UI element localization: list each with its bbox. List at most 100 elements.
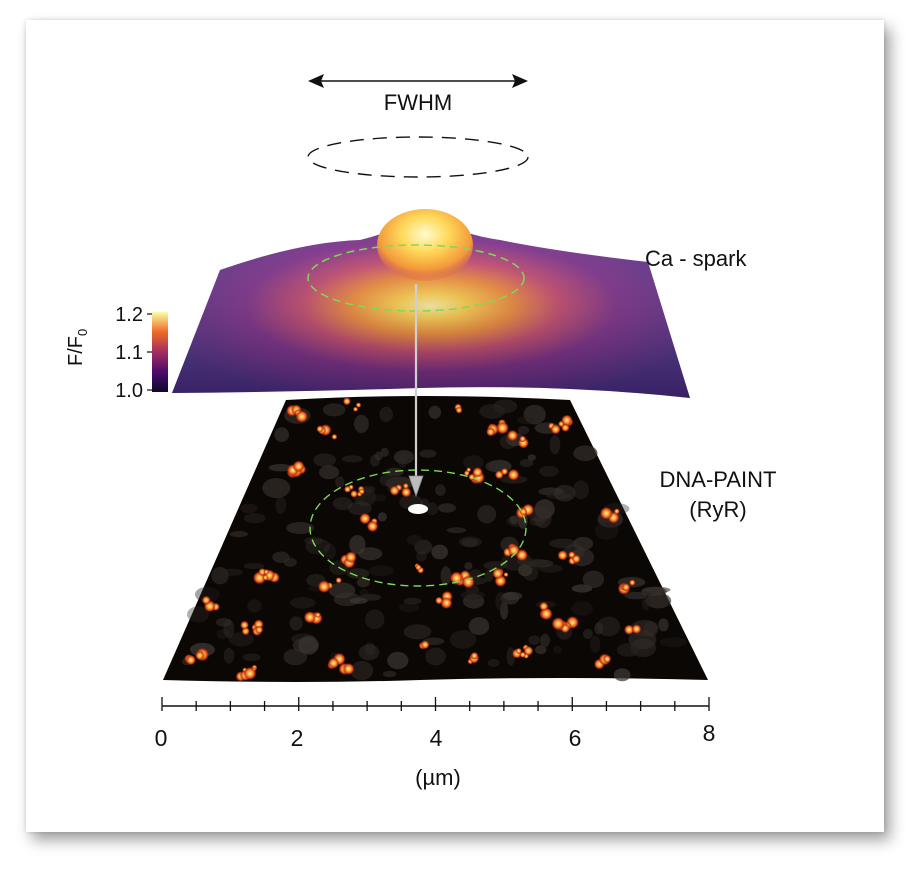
paint-texture-bump bbox=[573, 445, 598, 462]
paint-texture-bump bbox=[517, 425, 530, 435]
paint-texture-bump bbox=[597, 616, 621, 637]
paint-texture-bump bbox=[275, 496, 287, 514]
ryr-cluster-spot bbox=[503, 572, 509, 578]
paint-texture-bump bbox=[332, 497, 353, 511]
paint-texture-bump bbox=[590, 635, 601, 653]
paint-texture-bump bbox=[431, 544, 449, 560]
paint-texture-bump bbox=[229, 531, 248, 538]
paint-texture-bump bbox=[242, 653, 261, 662]
paint-texture-bump bbox=[449, 630, 477, 649]
paint-texture-bump bbox=[523, 404, 546, 425]
ryr-cluster-spot bbox=[631, 624, 642, 634]
ca-spark-surface bbox=[172, 209, 690, 398]
projection-arrow bbox=[408, 284, 424, 498]
ryr-cluster-spot bbox=[435, 596, 443, 605]
paint-texture-bump bbox=[323, 543, 336, 560]
paint-texture-bump bbox=[484, 570, 494, 582]
ryr-cluster-spot bbox=[492, 567, 504, 580]
colorbar: 1.2 1.1 1.0 F/F0 bbox=[65, 304, 168, 402]
paint-texture-bump bbox=[624, 591, 648, 600]
ryr-cluster-spot bbox=[243, 666, 257, 681]
ryr-cluster-spot bbox=[602, 654, 612, 664]
ryr-cluster-spot bbox=[352, 406, 359, 412]
paint-texture-bump bbox=[364, 642, 376, 656]
ryr-cluster-spot bbox=[358, 488, 365, 495]
x-tick-4: 4 bbox=[430, 725, 443, 751]
paint-texture-bump bbox=[527, 559, 554, 568]
paint-texture-bump bbox=[487, 659, 500, 667]
paint-texture-bump bbox=[195, 586, 220, 603]
ryr-cluster-spot bbox=[519, 507, 528, 516]
ryr-cluster-spot bbox=[342, 397, 351, 406]
paint-texture-bump bbox=[313, 453, 337, 467]
paint-texture-bump bbox=[428, 405, 442, 419]
x-tick-8: 8 bbox=[703, 720, 716, 746]
ca-spark-label: Ca - spark bbox=[645, 246, 747, 271]
paint-texture-bump bbox=[368, 565, 394, 577]
paint-texture-bump bbox=[483, 561, 508, 570]
ryr-cluster-spot bbox=[629, 579, 636, 586]
ryr-label: (RyR) bbox=[689, 497, 746, 522]
paint-texture-bump bbox=[356, 577, 370, 588]
ryr-cluster-spot bbox=[466, 467, 472, 473]
ryr-cluster-spot bbox=[389, 485, 400, 496]
fwhm-arrow bbox=[308, 74, 528, 88]
paint-texture-bump bbox=[283, 648, 308, 666]
paint-texture-bump bbox=[379, 474, 395, 487]
paint-texture-bump bbox=[461, 538, 479, 547]
ryr-cluster-spot bbox=[470, 651, 479, 660]
paint-texture-bump bbox=[502, 591, 523, 601]
paint-texture-bump bbox=[305, 538, 331, 555]
ryr-cluster-spot bbox=[343, 485, 352, 493]
spark-center-marker bbox=[408, 504, 428, 514]
ryr-cluster-spot bbox=[486, 427, 496, 437]
paint-texture-bump bbox=[509, 515, 519, 525]
paint-texture-bump bbox=[240, 503, 258, 514]
ryr-cluster-spot bbox=[468, 473, 476, 481]
ryr-cluster-spot bbox=[314, 612, 321, 618]
paint-texture-bump bbox=[369, 454, 380, 467]
paint-texture-bump bbox=[289, 616, 303, 631]
paint-texture-bump bbox=[328, 582, 356, 599]
ryr-cluster-spot bbox=[316, 425, 324, 433]
ryr-cluster-spot bbox=[557, 550, 568, 561]
paint-texture-bump bbox=[640, 586, 667, 597]
paint-texture-bump bbox=[571, 584, 593, 593]
paint-texture-bump bbox=[358, 547, 383, 561]
paint-texture-bump bbox=[468, 617, 490, 636]
paint-texture-bump bbox=[516, 416, 535, 425]
ryr-cluster-spot bbox=[461, 575, 475, 589]
paint-texture-bump bbox=[354, 414, 369, 434]
paint-texture-bump bbox=[435, 484, 446, 496]
paint-texture-bump bbox=[398, 602, 420, 613]
ryr-cluster-spot bbox=[571, 554, 581, 564]
paint-texture-bump bbox=[406, 534, 422, 546]
paint-texture-bump bbox=[335, 476, 345, 488]
paint-texture-bump bbox=[262, 478, 291, 498]
ryr-cluster-spot bbox=[550, 424, 561, 435]
colorbar-title: F/F0 bbox=[65, 329, 90, 366]
paint-texture-bump bbox=[382, 670, 397, 678]
paint-texture-bump bbox=[359, 589, 370, 601]
colorbar-tick-1-0: 1.0 bbox=[115, 380, 143, 402]
ryr-cluster-spot bbox=[523, 645, 534, 656]
ryr-cluster-spot bbox=[420, 640, 430, 650]
paint-texture-bump bbox=[387, 651, 409, 670]
colorbar-gradient bbox=[152, 312, 168, 392]
paint-texture-bump bbox=[419, 449, 437, 458]
paint-texture-bump bbox=[571, 601, 594, 616]
paint-texture-bump bbox=[553, 645, 562, 654]
ryr-cluster-spot bbox=[342, 662, 355, 676]
x-tick-0: 0 bbox=[155, 725, 168, 751]
paint-texture-bump bbox=[379, 406, 394, 422]
ryr-cluster-spot bbox=[507, 468, 520, 481]
paint-texture-bump bbox=[286, 522, 314, 534]
paint-texture-bump bbox=[347, 501, 372, 516]
ryr-cluster-spot bbox=[366, 520, 379, 533]
paint-texture-bump bbox=[426, 502, 438, 516]
paint-texture-bump bbox=[645, 593, 672, 609]
paint-texture-bump bbox=[553, 484, 576, 502]
x-tick-6: 6 bbox=[569, 725, 582, 751]
paint-texture-bump bbox=[549, 538, 577, 549]
paint-texture-bump bbox=[393, 450, 415, 465]
